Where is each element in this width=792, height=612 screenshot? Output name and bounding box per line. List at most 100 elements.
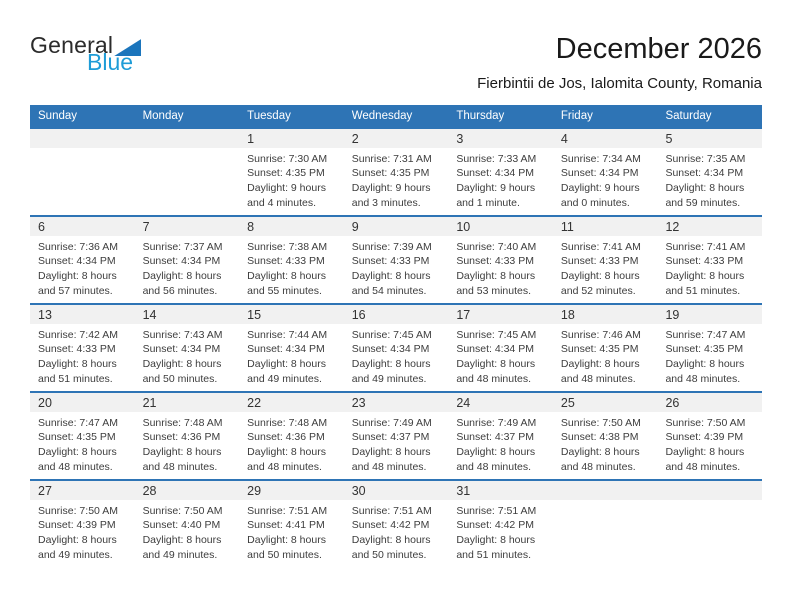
day-info-line: Sunrise: 7:48 AM (142, 416, 223, 429)
day-number: 22 (239, 392, 344, 412)
calendar-day-cell: 13 Sunrise: 7:42 AM Sunset: 4:33 PM Dayligh… (30, 304, 135, 391)
day-info-line: Sunset: 4:42 PM (351, 519, 430, 532)
calendar-empty-cell (134, 128, 240, 215)
day-number: 7 (134, 216, 240, 236)
day-info-line: Sunset: 4:40 PM (142, 519, 221, 532)
weekday-header-cell: Saturday (665, 109, 712, 122)
day-info-line: Sunset: 4:35 PM (38, 431, 116, 444)
location-subtitle: Fierbintii de Jos, Ialomita County, Roma… (477, 74, 762, 92)
day-info-line: and 48 minutes. (560, 372, 636, 385)
day-info-line: and 48 minutes. (665, 460, 741, 473)
day-info-line: Sunrise: 7:38 AM (247, 240, 328, 253)
day-info-line: Sunrise: 7:51 AM (456, 504, 537, 517)
day-info-line: and 48 minutes. (142, 460, 218, 473)
day-info-line: and 51 minutes. (456, 548, 532, 561)
day-info-line: Sunrise: 7:44 AM (247, 328, 328, 341)
weekday-header-row: Sunday Monday Tuesday Wednesday Thursday Frid… (30, 104, 762, 127)
calendar-day-cell: 27 Sunrise: 7:50 AM Sunset: 4:39 PM Dayligh… (30, 480, 135, 567)
day-sun-info: Sunrise: 7:51 AM Sunset: 4:42 PM Daylight:… (344, 500, 449, 562)
day-number: 10 (448, 216, 553, 236)
day-sun-info: Sunrise: 7:30 AM Sunset: 4:35 PM Daylight:… (239, 148, 344, 210)
calendar-day-cell: 9 Sunrise: 7:39 AM Sunset: 4:33 PM Daylight… (343, 216, 449, 303)
day-info-line: Daylight: 8 hours (142, 358, 222, 371)
calendar-day-cell: 18 Sunrise: 7:46 AM Sunset: 4:35 PM Dayligh… (552, 304, 658, 391)
calendar-day-cell: 6 Sunrise: 7:36 AM Sunset: 4:34 PM Daylight… (30, 216, 135, 303)
day-number: 28 (134, 480, 240, 500)
day-number: 18 (552, 304, 658, 324)
calendar-day-cell: 2 Sunrise: 7:31 AM Sunset: 4:35 PM Daylight… (343, 128, 449, 215)
day-number: 29 (239, 480, 344, 500)
day-info-line: Sunrise: 7:40 AM (456, 240, 537, 253)
calendar-day-cell: 31 Sunrise: 7:51 AM Sunset: 4:42 PM Dayligh… (448, 480, 553, 567)
title-block: December 2026 Fierbintii de Jos, Ialomit… (477, 33, 762, 92)
day-number: 6 (30, 216, 135, 236)
day-info-line: Daylight: 8 hours (560, 358, 640, 371)
calendar-week-row: 13 Sunrise: 7:42 AM Sunset: 4:33 PM Dayligh… (30, 302, 763, 391)
day-sun-info: Sunrise: 7:51 AM Sunset: 4:42 PM Daylight:… (448, 500, 553, 562)
day-number: 25 (552, 392, 658, 412)
day-info-line: Daylight: 8 hours (665, 358, 745, 371)
day-info-line: Daylight: 8 hours (38, 358, 117, 371)
day-info-line: Daylight: 8 hours (560, 270, 640, 283)
logo-text-blue: Blue (87, 49, 134, 75)
month-calendar: Sunday Monday Tuesday Wednesday Thursday Frid… (30, 104, 763, 567)
day-number: 17 (448, 304, 553, 324)
calendar-day-cell: 20 Sunrise: 7:47 AM Sunset: 4:35 PM Dayligh… (30, 392, 135, 479)
day-info-line: Sunset: 4:35 PM (560, 343, 639, 356)
day-sun-info: Sunrise: 7:50 AM Sunset: 4:40 PM Daylight:… (135, 500, 240, 562)
day-info-line: Sunrise: 7:49 AM (456, 416, 537, 429)
day-info-line: Sunset: 4:39 PM (38, 519, 116, 532)
logo-triangle-icon (114, 39, 142, 56)
weekday-header-cell: Friday (560, 109, 593, 122)
day-number: 4 (552, 128, 658, 148)
day-number: 13 (30, 304, 135, 324)
day-number (657, 480, 763, 500)
day-number: 1 (239, 128, 344, 148)
day-info-line: Daylight: 8 hours (560, 446, 640, 459)
day-info-line: and 49 minutes. (247, 372, 322, 385)
day-info-line: Daylight: 8 hours (456, 446, 536, 459)
day-info-line: Daylight: 8 hours (38, 270, 117, 283)
day-number: 30 (343, 480, 449, 500)
day-info-line: Sunset: 4:34 PM (142, 343, 221, 356)
calendar-day-cell: 3 Sunrise: 7:33 AM Sunset: 4:34 PM Daylight… (448, 128, 553, 215)
calendar-empty-cell (552, 480, 658, 567)
day-info-line: Sunset: 4:33 PM (351, 255, 430, 268)
day-number: 21 (134, 392, 240, 412)
day-sun-info: Sunrise: 7:50 AM Sunset: 4:39 PM Daylight:… (30, 500, 135, 562)
day-info-line: Sunset: 4:35 PM (247, 167, 325, 180)
day-info-line: Sunrise: 7:30 AM (247, 152, 328, 165)
day-info-line: and 0 minutes. (560, 196, 630, 209)
day-info-line: Sunset: 4:35 PM (665, 343, 744, 356)
day-info-line: Daylight: 8 hours (142, 446, 222, 459)
weekday-header-cell: Thursday (456, 109, 505, 122)
day-info-line: and 48 minutes. (351, 460, 427, 473)
day-info-line: and 54 minutes. (351, 284, 427, 297)
day-info-line: Sunrise: 7:51 AM (351, 504, 432, 517)
calendar-day-cell: 1 Sunrise: 7:30 AM Sunset: 4:35 PM Daylight… (239, 128, 344, 215)
day-sun-info: Sunrise: 7:49 AM Sunset: 4:37 PM Daylight:… (448, 412, 553, 474)
weekday-header-cell: Wednesday (351, 109, 413, 122)
day-number: 12 (657, 216, 763, 236)
day-info-line: and 48 minutes. (456, 372, 532, 385)
day-info-line: Sunrise: 7:50 AM (665, 416, 746, 429)
day-number: 3 (448, 128, 553, 148)
calendar-empty-cell (30, 128, 135, 215)
day-info-line: Sunset: 4:34 PM (665, 167, 744, 180)
day-info-line: Daylight: 8 hours (351, 534, 431, 547)
day-info-line: Sunset: 4:34 PM (456, 343, 534, 356)
day-number: 8 (239, 216, 344, 236)
day-info-line: Sunrise: 7:46 AM (560, 328, 641, 341)
day-info-line: Sunset: 4:34 PM (351, 343, 430, 356)
day-sun-info: Sunrise: 7:45 AM Sunset: 4:34 PM Daylight:… (448, 324, 553, 386)
page-header: General Blue December 2026 Fierbintii de… (30, 0, 762, 92)
day-info-line: and 51 minutes. (665, 284, 741, 297)
day-info-line: Sunset: 4:34 PM (38, 255, 116, 268)
day-info-line: Daylight: 8 hours (456, 534, 536, 547)
day-info-line: Sunset: 4:34 PM (456, 167, 534, 180)
day-sun-info: Sunrise: 7:37 AM Sunset: 4:34 PM Daylight:… (135, 236, 240, 298)
calendar-day-cell: 28 Sunrise: 7:50 AM Sunset: 4:40 PM Dayligh… (134, 480, 240, 567)
day-info-line: Sunset: 4:34 PM (142, 255, 221, 268)
calendar-day-cell: 23 Sunrise: 7:49 AM Sunset: 4:37 PM Dayligh… (343, 392, 449, 479)
day-info-line: Sunset: 4:35 PM (351, 167, 430, 180)
